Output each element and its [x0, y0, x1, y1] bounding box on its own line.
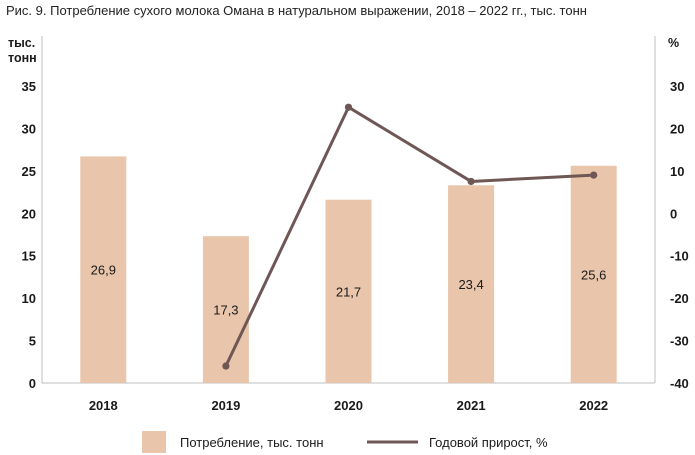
left-tick-label: 15 — [22, 249, 36, 264]
right-tick-label: -30 — [670, 334, 689, 349]
left-axis-unit-line-1: тыс. — [8, 36, 35, 50]
bar-2021 — [448, 185, 495, 383]
chart-title: Рис. 9. Потребление сухого молока Омана … — [6, 3, 587, 18]
bar-label-2018: 26,9 — [91, 263, 116, 278]
bar-2022 — [570, 165, 617, 383]
left-axis-unit-line-2: тонн — [8, 51, 37, 65]
category-label-2021: 2021 — [457, 398, 486, 413]
left-tick-label: 5 — [29, 334, 36, 349]
bar-label-2020: 21,7 — [336, 284, 361, 299]
left-tick-label: 10 — [22, 291, 36, 306]
category-label-2019: 2019 — [211, 398, 240, 413]
category-label-2020: 2020 — [334, 398, 363, 413]
bar-label-2021: 23,4 — [458, 277, 483, 292]
right-tick-label: 30 — [670, 79, 684, 94]
legend: Потребление, тыс. тонн Годовой прирост, … — [142, 431, 548, 453]
category-label-2018: 2018 — [89, 398, 118, 413]
growth-point-2019 — [222, 362, 230, 370]
right-tick-label: 20 — [670, 121, 684, 136]
right-axis-ticks: -40 -30 -20 -10 0 10 20 30 — [670, 79, 689, 391]
category-label-2022: 2022 — [579, 398, 608, 413]
legend-swatch-bars — [142, 431, 166, 453]
right-tick-label: -40 — [670, 376, 689, 391]
legend-label-line: Годовой прирост, % — [429, 435, 548, 450]
left-tick-label: 35 — [22, 79, 36, 94]
left-tick-label: 30 — [22, 121, 36, 136]
bar-data-labels: 26,9 17,3 21,7 23,4 25,6 — [91, 263, 607, 318]
left-tick-label: 0 — [29, 376, 36, 391]
growth-line — [224, 105, 594, 367]
growth-point-2021 — [467, 177, 475, 186]
bar-label-2019: 17,3 — [213, 303, 238, 318]
bar-2020 — [325, 199, 372, 383]
growth-line-series — [222, 103, 598, 370]
bar-2019 — [202, 236, 249, 383]
right-tick-label: -10 — [670, 249, 689, 264]
right-axis-unit: % — [668, 36, 679, 50]
left-tick-label: 25 — [22, 164, 36, 179]
category-labels: 2018 2019 2020 2021 2022 — [89, 398, 608, 413]
bar-label-2022: 25,6 — [581, 267, 606, 282]
right-tick-label: 0 — [670, 206, 677, 221]
bar-2018 — [80, 156, 127, 383]
left-tick-label: 20 — [22, 206, 36, 221]
right-tick-label: 10 — [670, 164, 684, 179]
bar-series — [80, 156, 617, 383]
legend-label-bars: Потребление, тыс. тонн — [180, 435, 324, 450]
right-tick-label: -20 — [670, 291, 689, 306]
growth-point-2022 — [590, 171, 598, 179]
growth-point-2020 — [344, 103, 353, 111]
left-axis-ticks: 0 5 10 15 20 25 30 35 — [22, 79, 36, 391]
